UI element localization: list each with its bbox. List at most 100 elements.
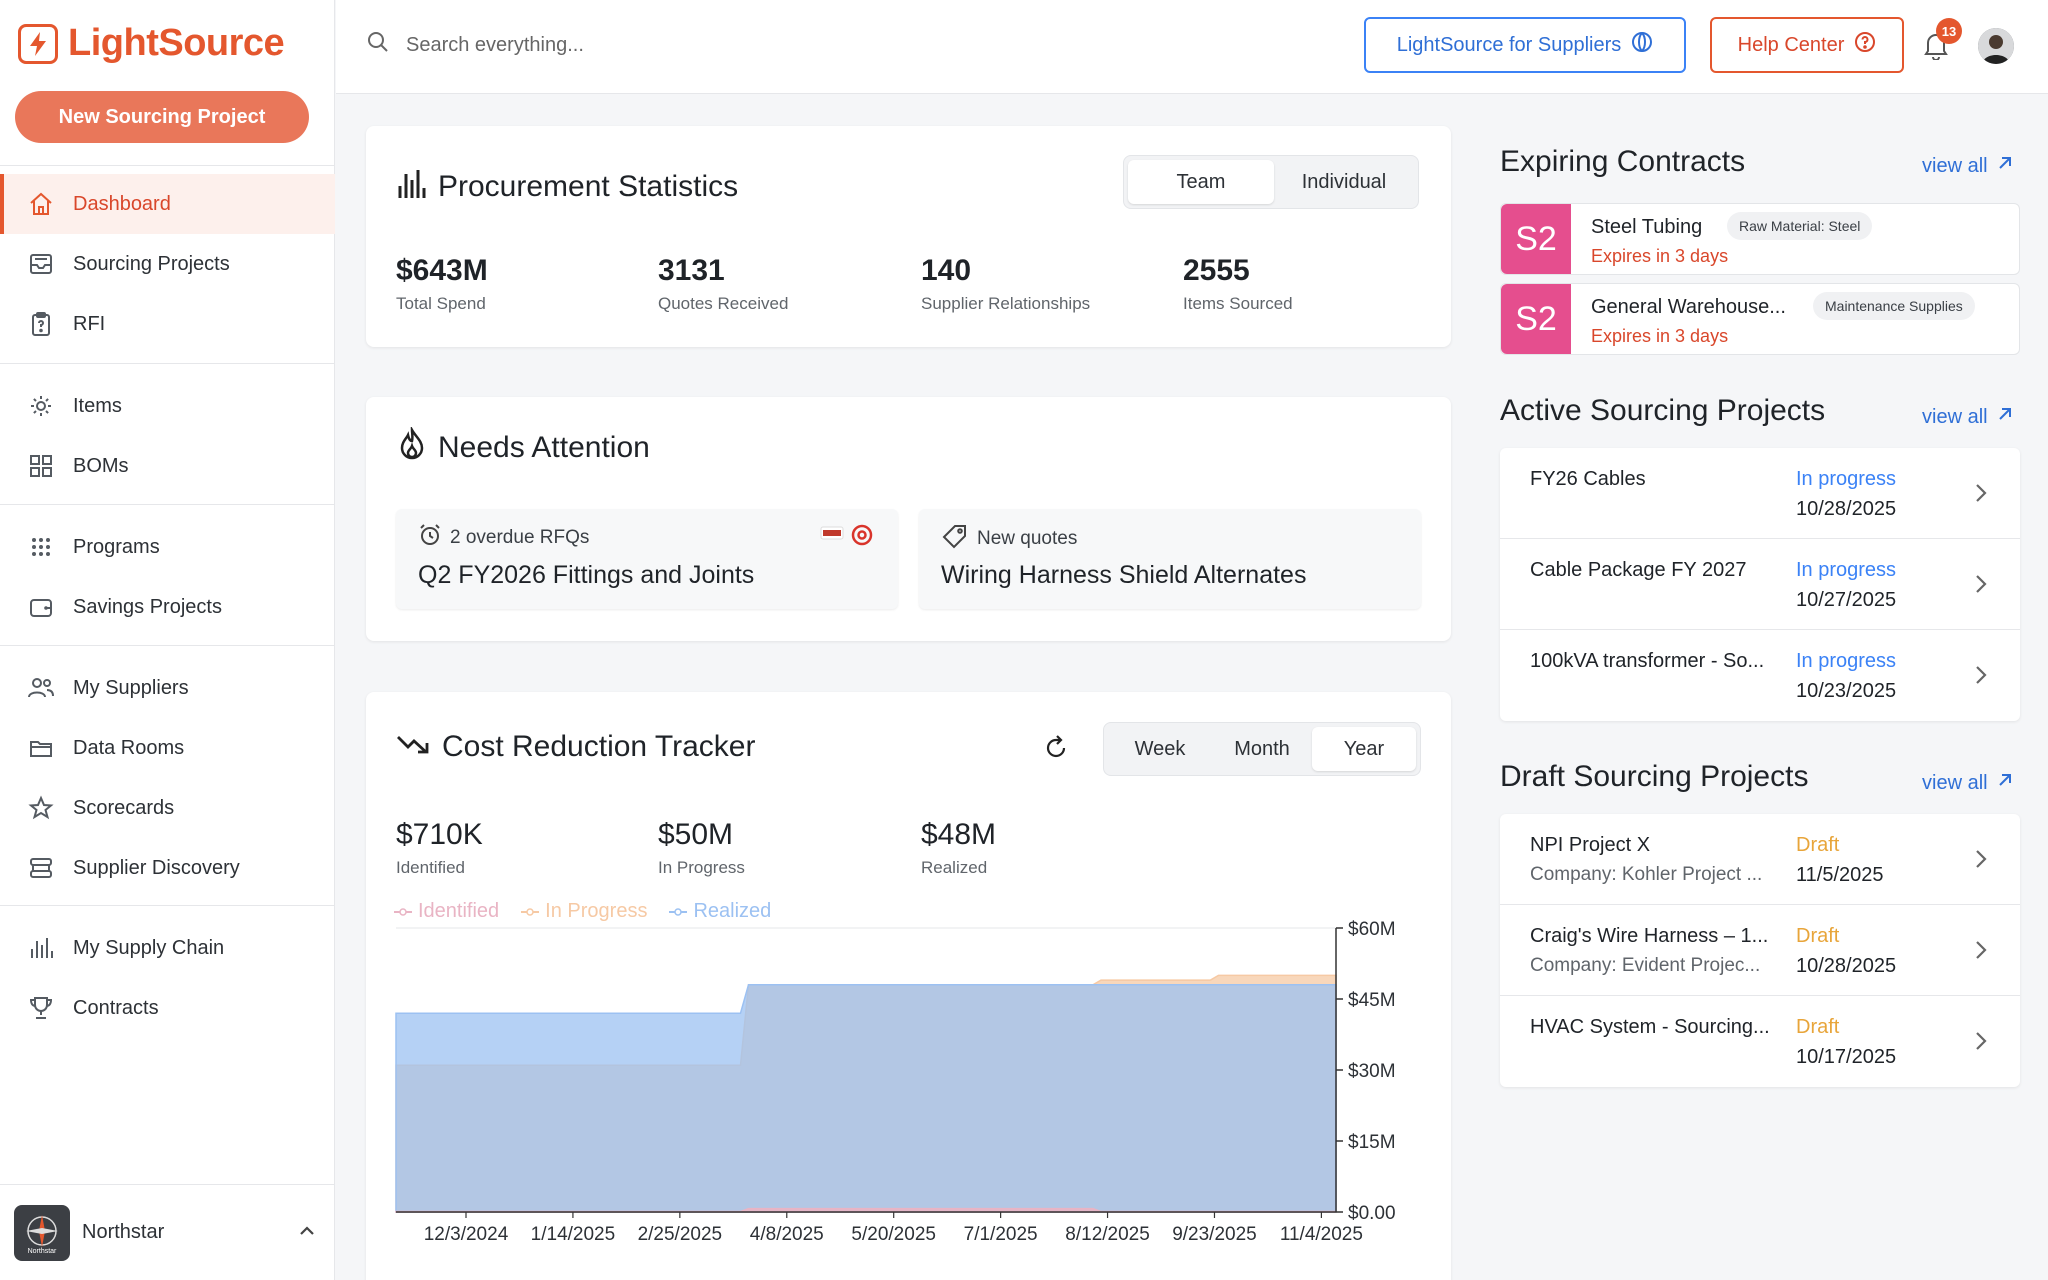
app-logo[interactable]: LightSource — [18, 22, 285, 65]
new-sourcing-project-button[interactable]: New Sourcing Project — [15, 91, 309, 143]
expiring-view-all-link[interactable]: view all — [1922, 154, 2014, 178]
stat-label: Items Sourced — [1183, 294, 1293, 313]
clipboard-question-icon — [27, 310, 55, 338]
team-individual-toggle: Team Individual — [1123, 155, 1419, 209]
toggle-team[interactable]: Team — [1128, 160, 1274, 204]
avatar[interactable] — [1978, 28, 2014, 64]
arrow-up-right-icon — [1996, 405, 2014, 429]
stat-quotes-received: 3131 Quotes Received — [658, 254, 788, 314]
lightsource-for-suppliers-button[interactable]: LightSource for Suppliers — [1364, 17, 1686, 73]
sidebar-item-my-suppliers[interactable]: My Suppliers — [0, 658, 335, 718]
range-week[interactable]: Week — [1134, 737, 1186, 760]
sidebar-item-label: RFI — [73, 312, 106, 335]
search-input[interactable] — [406, 27, 906, 63]
list-item[interactable]: Craig's Wire Harness – 1... Company: Evi… — [1500, 905, 2020, 996]
project-name: FY26 Cables — [1530, 468, 1646, 490]
sidebar-item-rfi[interactable]: RFI — [0, 294, 335, 354]
list-item[interactable]: HVAC System - Sourcing... Draft 10/17/20… — [1500, 996, 2020, 1087]
list-item[interactable]: NPI Project X Company: Kohler Project ..… — [1500, 814, 2020, 905]
supplier-logos — [820, 523, 874, 552]
active-view-all-link[interactable]: view all — [1922, 405, 2014, 429]
sidebar-item-dashboard[interactable]: Dashboard — [0, 174, 335, 234]
sidebar-item-label: BOMs — [73, 454, 129, 477]
x-tick-label: 11/4/2025 — [1280, 1224, 1363, 1245]
list-item[interactable]: Cable Package FY 2027 In progress 10/27/… — [1500, 539, 2020, 630]
org-switcher[interactable]: Northstar Northstar — [0, 1184, 335, 1280]
stat-identified: $710K Identified — [396, 818, 483, 878]
contract-card[interactable]: S2 General Warehouse... Maintenance Supp… — [1500, 283, 2020, 355]
stat-label: Total Spend — [396, 294, 486, 313]
contract-badge: S2 — [1501, 204, 1571, 274]
legend-identified[interactable]: Identified — [394, 900, 499, 923]
stat-value: $50M — [658, 818, 734, 851]
sidebar-item-label: My Suppliers — [73, 676, 189, 699]
help-center-button[interactable]: Help Center — [1710, 17, 1904, 73]
legend-label: In Progress — [545, 900, 648, 922]
toggle-individual[interactable]: Individual — [1301, 170, 1387, 193]
chevron-up-icon[interactable] — [297, 1221, 317, 1246]
stat-items-sourced: 2555 Items Sourced — [1183, 254, 1293, 314]
sidebar-item-items[interactable]: Items — [0, 376, 335, 436]
org-logo-text: Northstar — [28, 1248, 57, 1255]
tag-icon — [941, 523, 969, 555]
globe-icon — [1631, 31, 1653, 59]
project-company: Company: Evident Projec... — [1530, 955, 1761, 976]
sidebar-item-my-supply-chain[interactable]: My Supply Chain — [0, 918, 335, 978]
x-tick-label: 1/14/2025 — [531, 1224, 616, 1245]
stat-label: Realized — [921, 858, 988, 877]
procurement-statistics-card: Procurement Statistics Team Individual $… — [366, 126, 1451, 347]
area-realized[interactable] — [395, 984, 1337, 1213]
refresh-icon[interactable] — [1042, 734, 1070, 767]
active-projects-title: Active Sourcing Projects — [1500, 394, 1826, 427]
org-name: Northstar — [82, 1221, 165, 1243]
sidebar-item-label: Contracts — [73, 996, 159, 1019]
legend-in-progress[interactable]: In Progress — [521, 900, 647, 923]
project-date: 10/27/2025 — [1796, 589, 1897, 611]
draft-view-all-link[interactable]: view all — [1922, 771, 2014, 795]
sidebar-item-data-rooms[interactable]: Data Rooms — [0, 718, 335, 778]
list-item[interactable]: FY26 Cables In progress 10/28/2025 — [1500, 448, 2020, 539]
sidebar-item-sourcing-projects[interactable]: Sourcing Projects — [0, 234, 335, 294]
project-date: 11/5/2025 — [1796, 864, 1884, 886]
sidebar-item-contracts[interactable]: Contracts — [0, 978, 335, 1038]
sidebar-item-scorecards[interactable]: Scorecards — [0, 778, 335, 838]
project-status: Draft — [1796, 834, 1840, 856]
nav-group-3: Programs Savings Projects — [0, 504, 335, 637]
contract-card[interactable]: S2 Steel Tubing Raw Material: Steel Expi… — [1500, 203, 2020, 275]
folder-icon — [27, 734, 55, 762]
nav-group-4: My Suppliers Data Rooms Scorecards Suppl… — [0, 645, 335, 898]
needs-attention-title: Needs Attention — [398, 425, 650, 469]
stat-realized: $48M Realized — [921, 818, 996, 878]
stack-icon — [27, 854, 55, 882]
range-year[interactable]: Year — [1312, 727, 1416, 771]
home-icon — [27, 190, 55, 218]
lightning-logo-icon — [18, 23, 58, 64]
contract-name: General Warehouse... — [1591, 296, 1786, 318]
app-name: LightSource — [68, 22, 285, 64]
sidebar-item-programs[interactable]: Programs — [0, 517, 335, 577]
procurement-title-text: Procurement Statistics — [438, 170, 739, 203]
trophy-icon — [27, 994, 55, 1022]
sidebar-item-boms[interactable]: BOMs — [0, 436, 335, 496]
sidebar-item-supplier-discovery[interactable]: Supplier Discovery — [0, 838, 335, 898]
list-item[interactable]: 100kVA transformer - So... In progress 1… — [1500, 630, 2020, 721]
y-tick-label: $0.00 — [1348, 1203, 1396, 1224]
wallet-icon — [27, 593, 55, 621]
contract-tag: Raw Material: Steel — [1727, 212, 1873, 240]
attention-item[interactable]: 2 overdue RFQs Q2 FY2026 Fittings and Jo… — [396, 509, 898, 609]
project-status: In progress — [1796, 650, 1897, 672]
chevron-right-icon — [1970, 481, 1990, 510]
project-date: 10/17/2025 — [1796, 1046, 1897, 1068]
active-projects-list: FY26 Cables In progress 10/28/2025 Cable… — [1500, 448, 2020, 721]
cost-reduction-title: Cost Reduction Tracker — [396, 730, 755, 764]
contract-name: Steel Tubing — [1591, 216, 1703, 238]
sidebar-item-savings-projects[interactable]: Savings Projects — [0, 577, 335, 637]
legend-label: Identified — [418, 900, 500, 922]
range-month[interactable]: Month — [1234, 737, 1290, 760]
x-tick-label: 5/20/2025 — [851, 1224, 936, 1245]
attention-item[interactable]: New quotes Wiring Harness Shield Alterna… — [919, 509, 1421, 609]
legend-realized[interactable]: Realized — [669, 900, 771, 923]
trend-down-icon — [396, 730, 430, 764]
x-tick-label: 9/23/2025 — [1172, 1224, 1257, 1245]
chart-legend: Identified In Progress Realized — [394, 900, 771, 923]
